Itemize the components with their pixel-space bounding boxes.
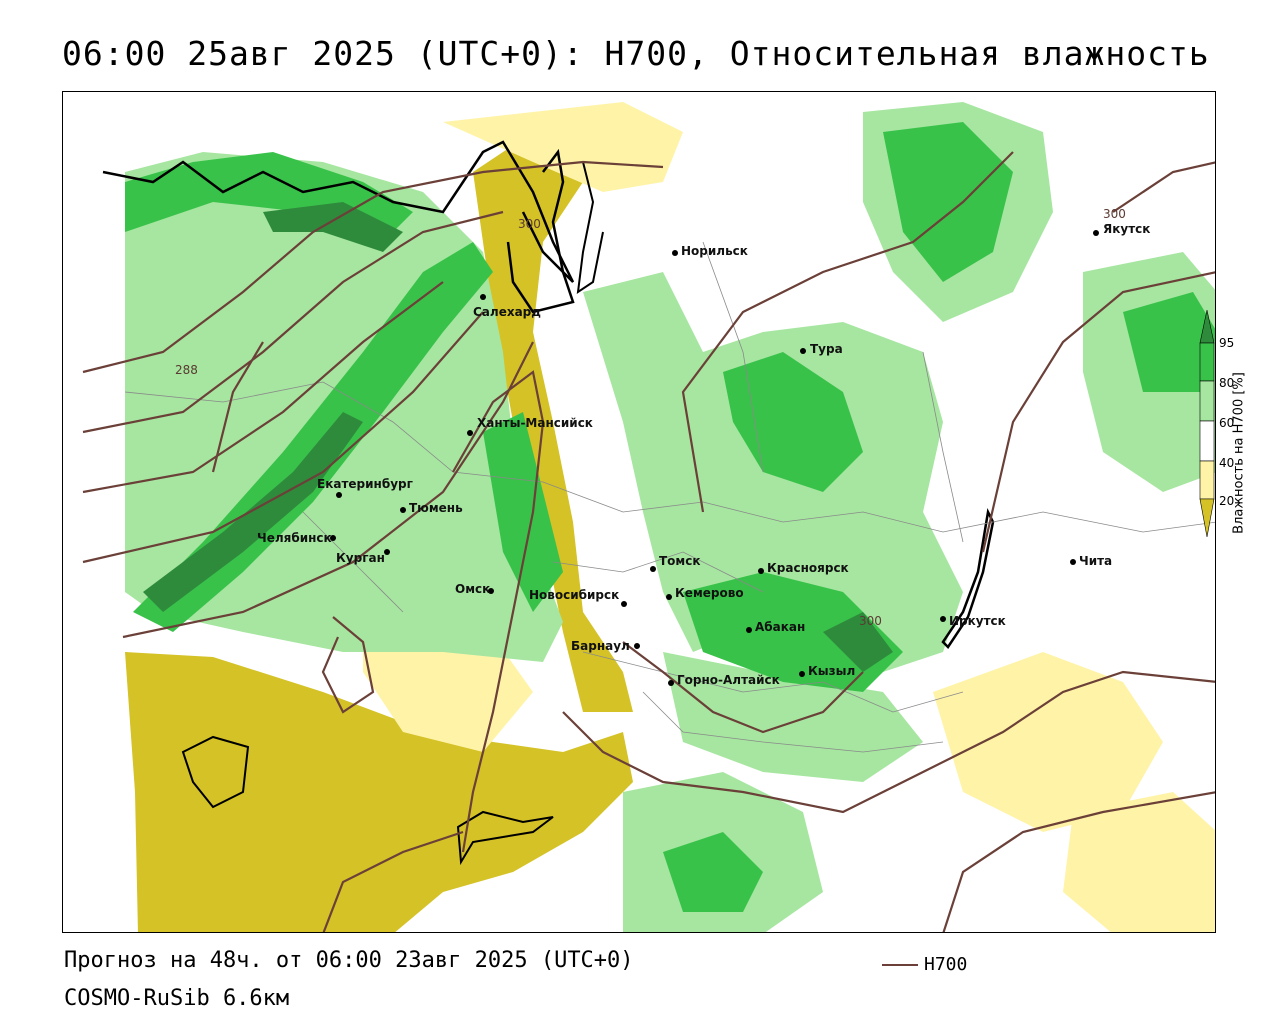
city-label: Норильск: [681, 244, 748, 258]
city-dot-tura: [800, 348, 806, 354]
light-dry-southeast: [1063, 792, 1215, 932]
very-wet-streak-1: [143, 412, 363, 612]
city-dot-salekhard: [480, 294, 486, 300]
colorbar-tick: 95: [1219, 336, 1234, 350]
coastline-yamal: [506, 148, 575, 314]
city-label: Кемерово: [675, 586, 744, 600]
map-frame: 300 300 288 300 Норил: [62, 91, 1216, 933]
city-label: Красноярск: [767, 561, 849, 575]
colorbar-label: Влажность на H700 [%]: [1231, 372, 1247, 534]
city-dot-yakutsk: [1093, 230, 1099, 236]
wet-region-east: [1123, 292, 1215, 392]
city-dot-irkutsk: [940, 616, 946, 622]
city-dot-chita: [1070, 559, 1076, 565]
city-dot-novosibirsk: [621, 601, 627, 607]
colorbar-segment-95: [1199, 309, 1215, 344]
city-label: Курган: [336, 551, 385, 565]
city-dot-kyzyl: [799, 671, 805, 677]
wet-region-sayan: [683, 572, 903, 692]
city-dot-tyumen: [400, 507, 406, 513]
very-wet-streak-2: [263, 202, 403, 252]
city-label: Горно-Алтайск: [677, 673, 780, 687]
city-label: Якутск: [1103, 222, 1150, 236]
moist-region-southcentral: [663, 652, 923, 782]
isoline-legend-swatch: [882, 963, 918, 966]
colorbar-tick: 60: [1219, 416, 1234, 430]
colorbar-segment-40: [1199, 460, 1215, 500]
city-label: Ханты-Мансийск: [477, 416, 593, 430]
city-dot-krasnoyarsk: [758, 568, 764, 574]
city-dot-gorno-altaysk: [668, 680, 674, 686]
city-dot-chelyabinsk: [330, 535, 336, 541]
humidity-colorbar: 95 80 60 40 20: [1199, 309, 1234, 538]
city-dot-norilsk: [672, 250, 678, 256]
city-label: Тюмень: [409, 501, 463, 515]
light-dry-east: [933, 652, 1163, 832]
forecast-info: Прогноз на 48ч. от 06:00 23авг 2025 (UTC…: [64, 948, 634, 973]
colorbar-segment-80: [1199, 342, 1215, 382]
aral-sea-outline: [181, 735, 250, 809]
wet-region-northeast: [883, 122, 1013, 282]
isoline-legend: H700: [882, 954, 967, 975]
isoline-label: 300: [859, 614, 882, 628]
dry-region-yamal: [473, 122, 633, 712]
city-markers: [330, 230, 1099, 686]
city-label: Новосибирск: [529, 588, 619, 602]
city-dot-omsk: [488, 588, 494, 594]
city-label: Абакан: [755, 620, 805, 634]
colorbar-tick: 20: [1219, 494, 1234, 508]
city-dot-kemerovo: [666, 594, 672, 600]
city-label: Омск: [455, 582, 490, 596]
isoline-label: 300: [518, 217, 541, 231]
colorbar-tick: 40: [1219, 456, 1234, 470]
isoline-label: 288: [175, 363, 198, 377]
colorbar-segment-50: [1199, 420, 1215, 462]
coastline-ob-gulf: [576, 161, 604, 295]
city-label: Тура: [810, 342, 843, 356]
city-label: Томск: [659, 554, 701, 568]
colorbar-segment-60: [1199, 380, 1215, 422]
model-name: COSMO-RuSib 6.6км: [64, 986, 290, 1011]
city-label: Кызыл: [808, 664, 855, 678]
city-dot-kurgan: [384, 549, 390, 555]
dry-region-southwest: [125, 652, 633, 932]
city-label: Екатеринбург: [317, 477, 413, 491]
colorbar-tick: 80: [1219, 376, 1234, 390]
colorbar-segment-20: [1199, 498, 1215, 538]
city-label: Челябинск: [257, 531, 332, 545]
region-borders: [124, 241, 1215, 753]
city-dot-yekaterinburg: [336, 492, 342, 498]
wet-region-south: [663, 832, 763, 912]
city-label: Иркутск: [949, 614, 1006, 628]
colorbar-label-wrap: Влажность на H700 [%]: [1229, 318, 1249, 588]
light-dry-north: [443, 102, 683, 192]
city-label: Чита: [1079, 554, 1112, 568]
humidity-map: 300 300 288 300 Норил: [82, 102, 1215, 932]
city-dot-tomsk: [650, 566, 656, 572]
map-title: 06:00 25авг 2025 (UTC+0): H700, Относите…: [62, 34, 1210, 73]
city-dot-barnaul: [634, 643, 640, 649]
wet-band-ob: [483, 412, 563, 612]
city-label: Салехард: [473, 305, 541, 319]
city-labels: Норильск Якутск Салехард Тура Ханты-Манс…: [257, 222, 1150, 687]
isoline-legend-label: H700: [924, 954, 968, 975]
isoline-label: 300: [1103, 207, 1126, 221]
very-wet-streak-3: [823, 612, 893, 672]
wet-region-yenisei: [723, 352, 863, 492]
city-dot-abakan: [746, 627, 752, 633]
city-label: Барнаул: [571, 639, 630, 653]
h700-isolines: [82, 151, 1215, 932]
lake-balkhash-outline: [456, 810, 554, 866]
city-dot-khanty-mansiysk: [467, 430, 473, 436]
